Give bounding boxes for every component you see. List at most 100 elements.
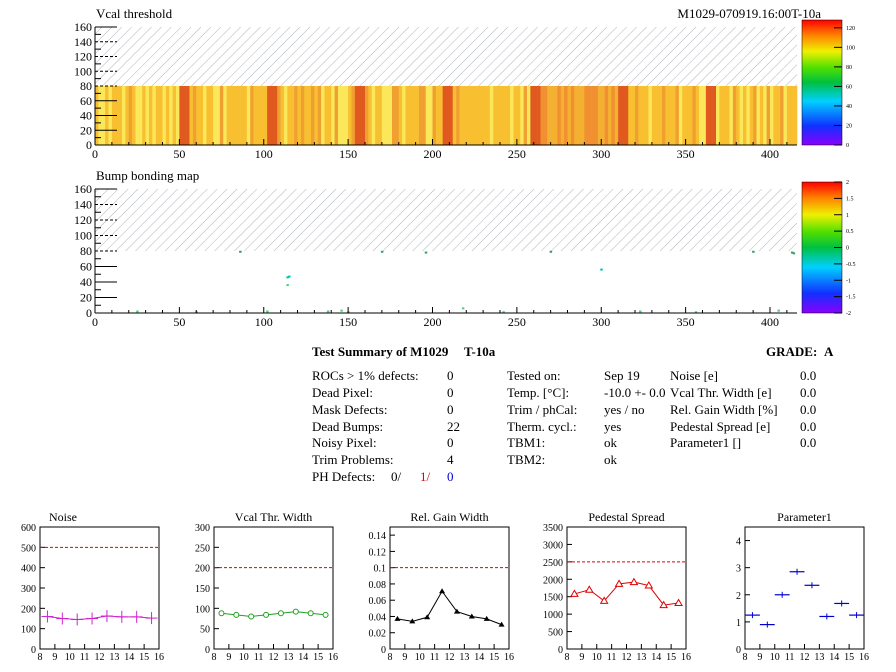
heatmap-column [776, 86, 781, 145]
data-point [409, 618, 416, 624]
dead-bump-point [600, 268, 603, 271]
heatmap-column [273, 86, 278, 145]
y-tick-label: 0.08 [369, 580, 387, 591]
x-tick-label: 13 [283, 652, 293, 663]
heatmap-column [398, 86, 403, 145]
summary-label: Trim Problems: [312, 452, 394, 467]
x-tick-label: 10 [239, 652, 249, 663]
summary-value: ok [604, 435, 617, 450]
ph-defects-value-3: 0 [447, 469, 454, 484]
data-point [629, 577, 639, 586]
y-tick-label: 160 [74, 182, 92, 196]
heatmap-column [429, 86, 433, 145]
heatmap-column [486, 86, 491, 145]
heatmap-column [223, 86, 227, 145]
heatmap-column [395, 86, 400, 145]
x-tick-label: 10 [770, 652, 780, 663]
heatmap-column [209, 86, 214, 145]
y-tick-label: 100 [21, 625, 36, 636]
color-scale [801, 19, 843, 146]
heatmap-column [199, 86, 204, 145]
map-title: Vcal threshold [96, 6, 173, 21]
data-point [659, 600, 669, 609]
heatmap-column [783, 86, 788, 145]
heatmap-column [496, 86, 501, 145]
x-tick-label: 50 [173, 315, 185, 329]
heatmap-column [672, 86, 676, 145]
x-tick-label: 14 [474, 652, 484, 663]
x-tick-label: 9 [226, 652, 231, 663]
heatmap-column [311, 86, 315, 145]
y-tick-label: 1000 [543, 610, 563, 621]
heatmap-column [712, 86, 717, 145]
heatmap-column [412, 86, 416, 145]
heatmap-column [567, 86, 572, 145]
data-point [834, 600, 850, 607]
heatmap-column [736, 86, 740, 145]
scale-tick-label: 1 [846, 213, 849, 219]
x-tick-label: 0 [92, 315, 98, 329]
heatmap-column [203, 86, 207, 145]
dead-bump-point [502, 311, 505, 314]
heatmap-column [709, 86, 713, 145]
heatmap-column [442, 86, 447, 145]
heatmap-column [354, 86, 359, 145]
x-tick-label: 15 [666, 652, 676, 663]
summary-label: Tested on: [507, 368, 561, 383]
series-line [397, 590, 502, 626]
dead-bump-point [380, 250, 384, 253]
heatmap-column [138, 86, 143, 145]
heatmap-column [405, 86, 410, 145]
x-tick-label: 12 [269, 652, 279, 663]
heatmap-column [297, 86, 302, 145]
scale-tick-label: 100 [846, 45, 855, 51]
heatmap-column [550, 86, 555, 145]
heatmap-column [287, 86, 292, 145]
heatmap-column [695, 86, 700, 145]
heatmap-column [128, 86, 133, 145]
summary-value: yes [604, 419, 622, 434]
data-point [86, 612, 99, 625]
series-line [574, 581, 679, 606]
heatmap-column [324, 86, 329, 145]
heatmap-column [753, 86, 757, 145]
dead-bump-point [266, 310, 269, 313]
dead-bump-point [461, 307, 465, 310]
grade-label: GRADE: [766, 344, 818, 359]
heatmap-column [655, 86, 659, 145]
dead-bump-point [286, 284, 289, 287]
heatmap-column [587, 86, 592, 145]
y-tick-label: 40 [80, 275, 92, 289]
data-point [584, 585, 594, 593]
heatmap-column [601, 86, 605, 145]
heatmap-column [179, 86, 184, 145]
heatmap-column [338, 86, 342, 145]
dead-bump-point [239, 250, 242, 253]
heatmap-column [432, 86, 437, 145]
data-point [218, 610, 225, 617]
x-tick-label: 0 [92, 147, 98, 161]
heatmap-column [635, 86, 639, 145]
heatmap-column [213, 86, 217, 145]
x-tick-label: 8 [743, 652, 748, 663]
data-point [453, 608, 460, 614]
summary-label: TBM2: [507, 452, 546, 467]
dead-bump-point [340, 309, 343, 312]
x-tick-label: 11 [430, 652, 440, 663]
heatmap-column [729, 86, 734, 145]
plot-frame [39, 526, 160, 650]
y-tick-label: 300 [21, 584, 36, 595]
heatmap-column [230, 86, 234, 145]
heatmap-column [716, 86, 720, 145]
heatmap-column [115, 86, 119, 145]
heatmap-column [358, 86, 362, 145]
y-tick-label: 20 [80, 291, 92, 305]
data-point [745, 612, 760, 619]
heatmap-column [307, 86, 312, 145]
data-point [570, 589, 579, 597]
heatmap-column [608, 86, 612, 145]
heatmap-column [466, 86, 470, 145]
heatmap-column [462, 86, 467, 145]
heatmap-column [722, 86, 727, 145]
scale-tick-label: 60 [846, 84, 852, 90]
